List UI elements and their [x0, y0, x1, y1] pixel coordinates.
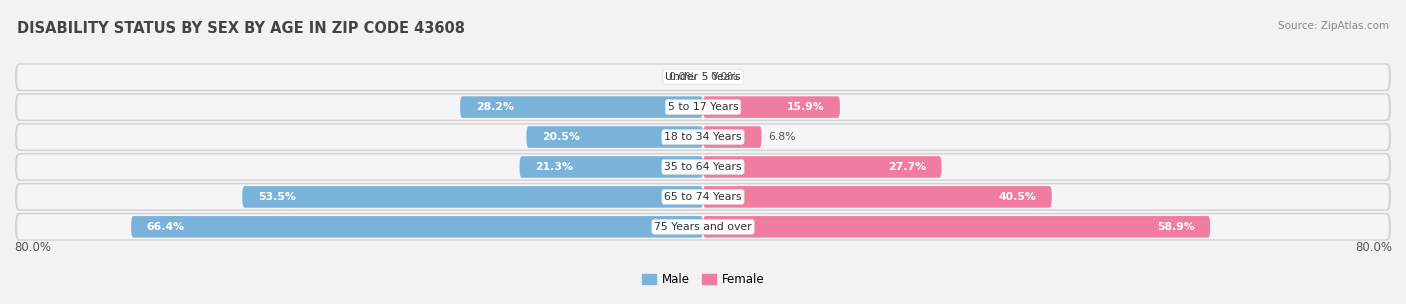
- FancyBboxPatch shape: [15, 214, 1391, 240]
- Text: 21.3%: 21.3%: [536, 162, 574, 172]
- Text: 80.0%: 80.0%: [1355, 241, 1392, 254]
- Text: 5 to 17 Years: 5 to 17 Years: [668, 102, 738, 112]
- FancyBboxPatch shape: [17, 125, 1389, 150]
- FancyBboxPatch shape: [15, 64, 1391, 90]
- FancyBboxPatch shape: [15, 94, 1391, 120]
- Text: 53.5%: 53.5%: [257, 192, 295, 202]
- Text: 65 to 74 Years: 65 to 74 Years: [664, 192, 742, 202]
- Text: 20.5%: 20.5%: [541, 132, 579, 142]
- FancyBboxPatch shape: [703, 216, 1211, 238]
- FancyBboxPatch shape: [15, 124, 1391, 150]
- FancyBboxPatch shape: [703, 126, 762, 148]
- Text: 58.9%: 58.9%: [1157, 222, 1195, 232]
- Text: 15.9%: 15.9%: [787, 102, 824, 112]
- Text: 28.2%: 28.2%: [475, 102, 513, 112]
- Text: 0.0%: 0.0%: [668, 72, 696, 82]
- Text: Source: ZipAtlas.com: Source: ZipAtlas.com: [1278, 21, 1389, 31]
- FancyBboxPatch shape: [703, 156, 942, 178]
- Text: 27.7%: 27.7%: [889, 162, 927, 172]
- FancyBboxPatch shape: [703, 96, 839, 118]
- FancyBboxPatch shape: [703, 186, 1052, 208]
- Text: 6.8%: 6.8%: [769, 132, 796, 142]
- Legend: Male, Female: Male, Female: [641, 273, 765, 286]
- FancyBboxPatch shape: [460, 96, 703, 118]
- FancyBboxPatch shape: [17, 95, 1389, 119]
- FancyBboxPatch shape: [17, 65, 1389, 90]
- Text: 40.5%: 40.5%: [998, 192, 1036, 202]
- Text: DISABILITY STATUS BY SEX BY AGE IN ZIP CODE 43608: DISABILITY STATUS BY SEX BY AGE IN ZIP C…: [17, 21, 465, 36]
- Text: 35 to 64 Years: 35 to 64 Years: [664, 162, 742, 172]
- FancyBboxPatch shape: [520, 156, 703, 178]
- FancyBboxPatch shape: [15, 184, 1391, 210]
- Text: 75 Years and over: 75 Years and over: [654, 222, 752, 232]
- FancyBboxPatch shape: [526, 126, 703, 148]
- FancyBboxPatch shape: [17, 154, 1389, 179]
- Text: 18 to 34 Years: 18 to 34 Years: [664, 132, 742, 142]
- Text: 80.0%: 80.0%: [14, 241, 51, 254]
- Text: Under 5 Years: Under 5 Years: [665, 72, 741, 82]
- FancyBboxPatch shape: [17, 185, 1389, 209]
- FancyBboxPatch shape: [15, 154, 1391, 180]
- FancyBboxPatch shape: [17, 214, 1389, 239]
- FancyBboxPatch shape: [131, 216, 703, 238]
- FancyBboxPatch shape: [242, 186, 703, 208]
- Text: 66.4%: 66.4%: [146, 222, 184, 232]
- Text: 0.0%: 0.0%: [710, 72, 738, 82]
